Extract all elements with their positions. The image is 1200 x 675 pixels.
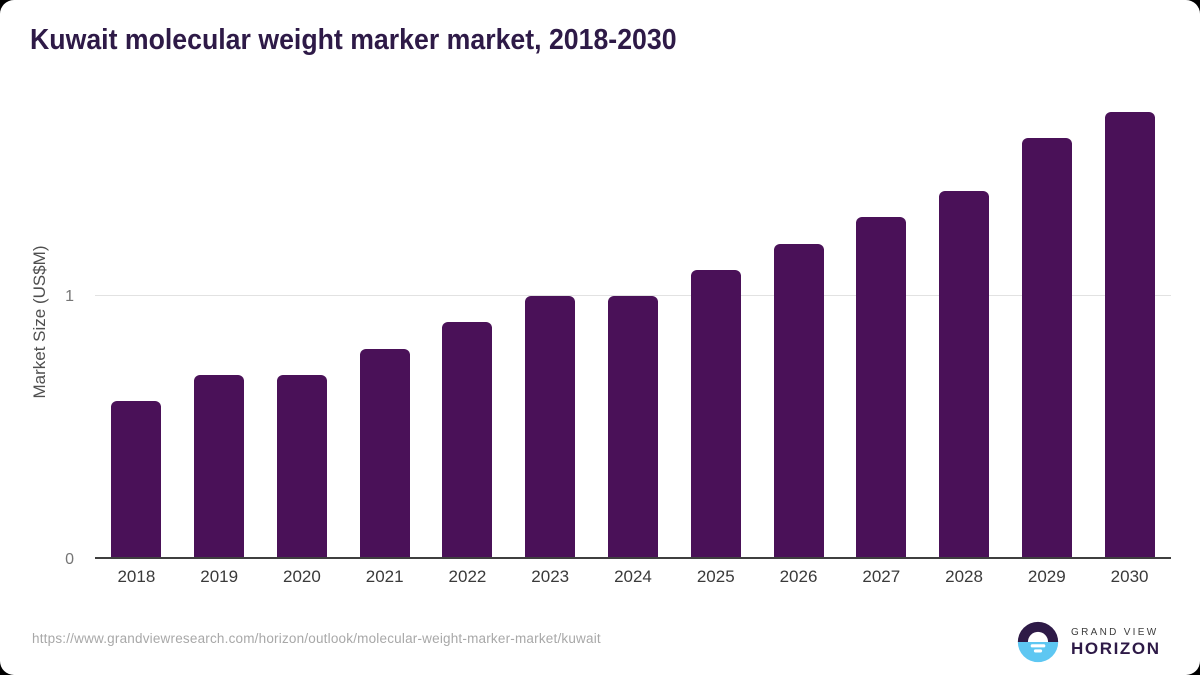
x-tick-2022: 2022 [448, 567, 487, 586]
bar-band-2030 [1088, 99, 1171, 559]
y-tick-0: 0 [65, 551, 74, 568]
bar-band-2025 [674, 99, 757, 559]
bars [95, 99, 1171, 559]
chart-title: Kuwait molecular weight marker market, 2… [30, 24, 677, 56]
bar-band-2018 [95, 99, 178, 559]
bar-band-2024 [592, 99, 675, 559]
x-tick-2027: 2027 [862, 567, 901, 586]
bar-band-2019 [178, 99, 261, 559]
bar-2018 [111, 401, 162, 559]
logo-brand-bottom: HORIZON [1071, 638, 1161, 658]
x-tick-2025: 2025 [696, 567, 735, 586]
bar-2024 [607, 296, 658, 559]
x-axis-line [95, 557, 1171, 559]
horizon-sun-icon [1017, 621, 1059, 663]
bar-2030 [1104, 112, 1155, 559]
bar-2028 [939, 191, 990, 559]
bar-2019 [194, 375, 245, 559]
bar-band-2027 [840, 99, 923, 559]
x-tick-2028: 2028 [945, 567, 983, 586]
grand-view-horizon-logo: GRAND VIEW HORIZON [1016, 620, 1161, 664]
bar-2027 [856, 217, 907, 559]
bar-band-2020 [261, 99, 344, 559]
logo-text: GRAND VIEW HORIZON [1071, 626, 1161, 659]
x-tick-2030: 2030 [1110, 567, 1149, 586]
bar-band-2023 [509, 99, 592, 559]
logo-brand-top: GRAND VIEW [1071, 626, 1159, 638]
bar-2023 [525, 296, 576, 559]
x-tick-2018: 2018 [117, 567, 156, 586]
y-tick-1: 1 [65, 288, 74, 305]
bar-band-2022 [426, 99, 509, 559]
gridline-y1 [95, 295, 1171, 296]
x-tick-2026: 2026 [779, 567, 818, 586]
x-tick-2020: 2020 [283, 567, 321, 586]
bar-2022 [442, 322, 493, 559]
x-axis-labels: 2018 2019 2020 2021 2022 2023 2024 2025 2026 2027… [95, 567, 1171, 587]
bar-2021 [359, 349, 410, 559]
x-tick-2021: 2021 [365, 567, 404, 586]
bar-band-2021 [343, 99, 426, 559]
bar-band-2028 [923, 99, 1006, 559]
bar-2026 [773, 244, 824, 559]
plot-area [95, 99, 1171, 559]
bar-2020 [276, 375, 327, 559]
x-tick-2029: 2029 [1027, 567, 1066, 586]
x-tick-2023: 2023 [531, 567, 570, 586]
y-axis-title: Market Size (US$M) [30, 245, 49, 399]
bar-2025 [690, 270, 741, 559]
bar-band-2029 [1005, 99, 1088, 559]
x-tick-2024: 2024 [614, 567, 652, 586]
bar-band-2026 [757, 99, 840, 559]
source-url: https://www.grandviewresearch.com/horizo… [32, 631, 601, 646]
x-tick-2019: 2019 [200, 567, 239, 586]
bar-2029 [1021, 138, 1072, 559]
